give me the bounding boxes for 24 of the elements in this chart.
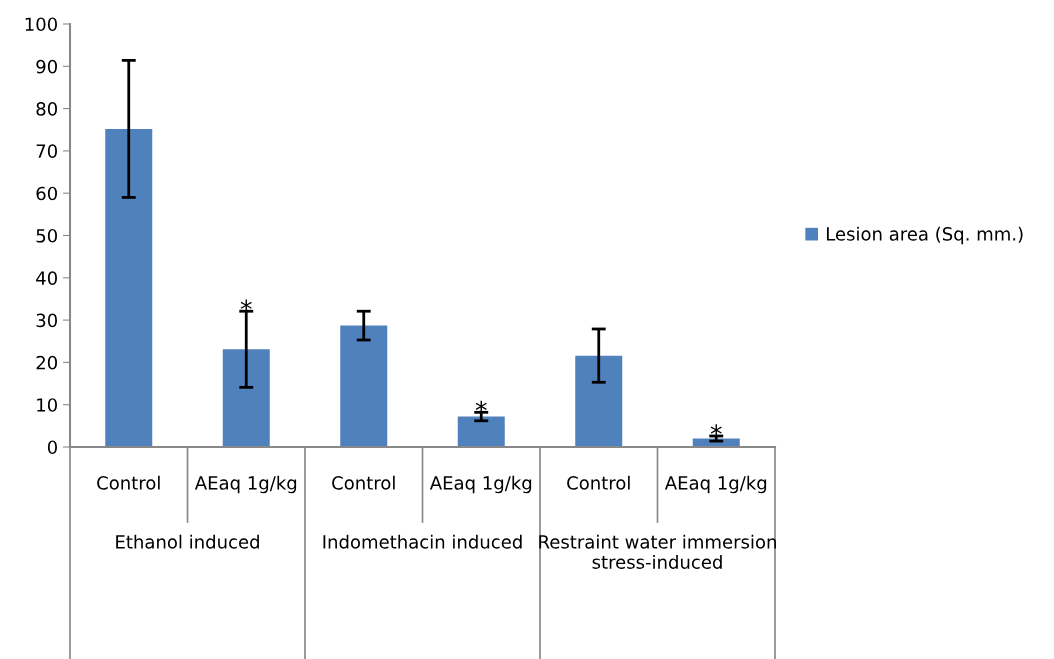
y-tick-label: 50 [36, 228, 57, 243]
x-tick-label: Control [332, 475, 395, 490]
y-tick-label: 0 [47, 440, 57, 455]
x-tick-label: AEaq 1g/kg [194, 475, 297, 494]
y-tick-label: 20 [36, 355, 57, 370]
x-tick-label: AEaq 1g/kg [429, 475, 532, 494]
x-tick-label: Control [567, 475, 630, 490]
text: Indomethacin induced [323, 534, 522, 549]
legend-label: Lesion area (Sq. mm.) [826, 226, 1023, 245]
y-tick-label: 80 [36, 102, 57, 116]
y-tick-label: 90 [36, 59, 57, 74]
y-tick-label: 30 [36, 313, 57, 328]
annotation: * [475, 400, 487, 413]
y-tick-label: 40 [36, 271, 57, 285]
y-tick-label: 60 [36, 186, 57, 201]
x-tick-label: AEaq 1g/kg [664, 475, 767, 494]
text: Ethanol induced [116, 534, 259, 549]
y-tick-label: 100 [25, 17, 57, 32]
annotation: * [710, 424, 722, 436]
y-tick-label: 10 [37, 398, 57, 412]
x-tick-label: Control [97, 475, 160, 490]
annotation: * [240, 299, 252, 311]
y-tick-label: 70 [36, 144, 57, 159]
text: Restraint water immersion stress-induced [539, 534, 776, 569]
